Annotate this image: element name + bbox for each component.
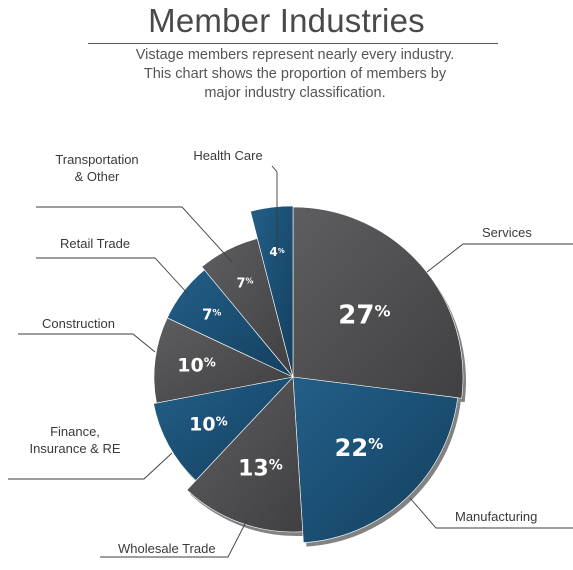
percent-label-wholesale-trade: 13% xyxy=(238,456,283,481)
slice-manufacturing xyxy=(292,376,459,543)
subtitle-line-3: major industry classification. xyxy=(204,85,386,101)
percent-label-services: 27% xyxy=(338,300,390,330)
pie-slices xyxy=(153,205,464,543)
slice-labels: Services Manufacturing Wholesale Trade Fina… xyxy=(29,148,537,556)
slice-construction xyxy=(153,317,294,404)
percent-label-finance-insurance-and-re: 10% xyxy=(189,413,227,435)
chart-title: Member Industries xyxy=(148,2,425,39)
leader-line-retail-trade xyxy=(36,257,189,295)
category-label-construction: Construction xyxy=(42,316,115,331)
leader-line-construction xyxy=(18,333,156,353)
subtitle-line-1: Vistage members represent nearly every i… xyxy=(135,47,455,63)
category-label-finance-insurance-and-re: Finance, Insurance & RE xyxy=(29,424,120,456)
title-divider xyxy=(88,43,498,44)
leader-line-transportation-and-other xyxy=(36,206,233,263)
category-label-services: Services xyxy=(482,225,532,240)
category-label-health-care: Health Care xyxy=(193,148,262,163)
percent-labels: 27% 22% 13% 10% 10% 7% 7% 4% xyxy=(177,245,390,481)
percent-label-manufacturing: 22% xyxy=(335,434,383,462)
chart-subtitle: Vistage members represent nearly every i… xyxy=(100,46,490,103)
subtitle-line-2: This chart shows the proportion of membe… xyxy=(143,66,447,82)
leader-line-services xyxy=(426,243,573,273)
category-label-manufacturing: Manufacturing xyxy=(455,509,537,524)
leader-line-health-care xyxy=(271,165,278,260)
leader-line-wholesale-trade xyxy=(100,519,248,558)
slice-finance-insurance-and-re xyxy=(153,376,294,481)
leader-lines xyxy=(8,165,573,558)
slice-wholesale-trade xyxy=(186,376,304,533)
percent-label-health-care: 4% xyxy=(269,245,284,259)
percent-label-construction: 10% xyxy=(177,355,215,377)
category-label-retail-trade: Retail Trade xyxy=(60,236,130,251)
slice-health-care xyxy=(250,205,294,378)
leader-line-manufacturing xyxy=(409,497,573,529)
percent-label-transportation-and-other: 7% xyxy=(236,276,253,291)
slice-services xyxy=(292,206,464,399)
leader-line-finance-insurance-and-re xyxy=(8,452,173,480)
category-label-wholesale-trade: Wholesale Trade xyxy=(118,541,216,556)
percent-label-retail-trade: 7% xyxy=(202,305,221,323)
category-label-transportation-and-other: Transportation & Other xyxy=(55,152,138,184)
